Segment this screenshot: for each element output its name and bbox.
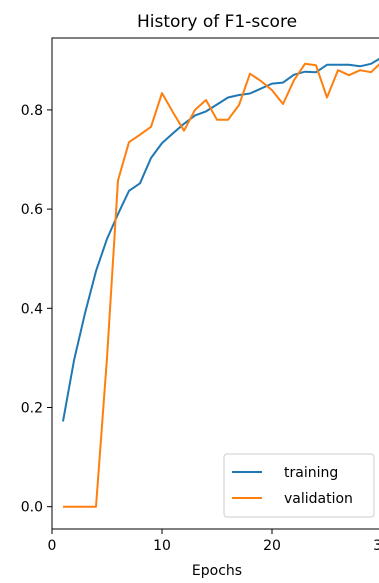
chart-title: History of F1-score — [137, 12, 297, 32]
legend-training-label: training — [284, 465, 338, 481]
legend-box — [223, 453, 375, 518]
y-tick-label: 0.8 — [21, 103, 43, 119]
y-tick-label: 0.2 — [21, 400, 43, 416]
y-tick-label: 0.4 — [21, 301, 43, 317]
x-axis-label: Epochs — [192, 563, 242, 579]
y-tick-label: 0.0 — [21, 500, 43, 516]
legend: training validation — [223, 453, 375, 518]
y-axis-ticks: 0.0 0.2 0.4 0.6 0.8 — [21, 103, 52, 516]
plot-frame — [51, 37, 379, 530]
x-tick-label: 20 — [263, 538, 281, 554]
y-tick-label: 0.6 — [21, 202, 43, 218]
legend-validation-label: validation — [284, 491, 353, 507]
series-line-validation — [63, 62, 379, 508]
x-tick-label: 0 — [48, 538, 57, 554]
x-tick-label: 10 — [153, 538, 171, 554]
plot-lines — [62, 57, 379, 508]
x-axis-ticks: 0 10 20 30 — [48, 529, 379, 554]
x-tick-label: 30 — [373, 538, 379, 554]
series-line-training — [62, 57, 379, 422]
